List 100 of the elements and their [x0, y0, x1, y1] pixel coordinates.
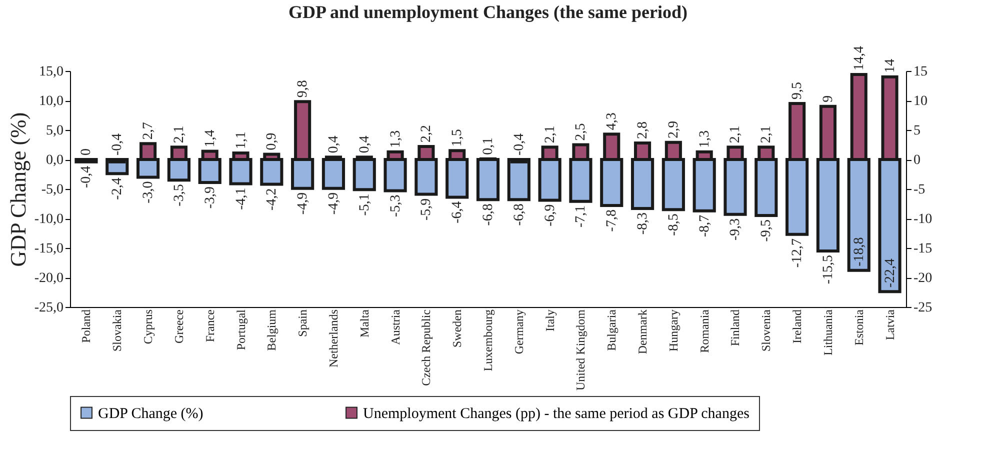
data-label: 0,9 — [264, 132, 280, 150]
chart-title: GDP and unemployment Changes (the same period) — [288, 2, 688, 22]
y2-tick-label: 0 — [914, 153, 920, 168]
data-label: 14,4 — [852, 46, 867, 71]
x-tick-label: Austria — [388, 308, 402, 345]
data-label: -9,5 — [759, 220, 774, 242]
x-tick-label: Finland — [728, 310, 742, 346]
y2-tick-label: -20 — [914, 271, 932, 286]
x-tick-label: Germany — [512, 310, 526, 354]
data-label: -5,3 — [388, 194, 404, 217]
x-tick-label: Poland — [79, 310, 94, 343]
x-tick-label: Latvia — [882, 308, 897, 340]
data-label: -9,3 — [728, 218, 744, 241]
x-tick-label: Belgium — [264, 308, 279, 351]
y-tick-label: -5,0 — [41, 182, 64, 198]
data-label: 0,4 — [357, 136, 372, 154]
x-tick-label: Slovenia — [759, 308, 774, 352]
data-label: 2,1 — [728, 126, 744, 144]
data-label: 2,8 — [636, 121, 651, 139]
data-label: -4,1 — [234, 188, 249, 210]
y2-tick-label: 15 — [914, 64, 928, 80]
data-label: 1,5 — [450, 129, 466, 147]
data-label: 1,3 — [388, 130, 404, 148]
data-label: -5,1 — [357, 194, 372, 216]
data-label: 1,1 — [234, 132, 249, 150]
x-tick-label: Netherlands — [326, 309, 340, 368]
data-label: -6,8 — [512, 204, 527, 226]
data-label: -6,4 — [450, 201, 466, 224]
data-label: -0,4 — [110, 133, 126, 156]
x-tick-label: Lithuania — [820, 308, 835, 356]
data-label: 9,8 — [296, 80, 311, 98]
x-tick-label: Luxembourg — [481, 310, 495, 372]
y2-tick-label: -15 — [914, 242, 932, 256]
data-label: 2,1 — [759, 126, 774, 144]
data-label: 9 — [820, 95, 836, 102]
data-label: -0,4 — [512, 133, 527, 156]
x-tick-label: Portugal — [234, 308, 248, 350]
data-label: -18,8 — [852, 237, 867, 266]
y-tick-label: 0,0 — [46, 153, 64, 168]
data-label: -5,9 — [419, 198, 434, 220]
data-label: 14 — [882, 58, 898, 73]
data-label: 2,9 — [666, 120, 682, 138]
legend-label: Unemployment Changes (pp) - the same period as GDP changes — [363, 406, 750, 422]
x-tick-label: Spain — [296, 310, 310, 337]
y2-tick-label: -5 — [914, 182, 926, 198]
data-label: -8,5 — [666, 214, 682, 236]
data-label: 0,1 — [481, 137, 496, 155]
data-label: -3,9 — [202, 186, 218, 209]
x-tick-label: United Kingdom — [574, 308, 588, 390]
x-tick-label: Denmark — [636, 310, 650, 354]
y-tick-label: -10,0 — [34, 212, 64, 227]
y2-tick-label: -10 — [914, 212, 932, 227]
y-tick-label: -25,0 — [34, 300, 64, 316]
data-label: 0,4 — [326, 136, 342, 154]
data-label: 2,1 — [172, 126, 187, 144]
x-tick-label: Cyprus — [141, 309, 156, 344]
y2-tick-label: 5 — [914, 124, 920, 138]
x-tick-label: Romania — [697, 308, 712, 353]
data-label: 1,3 — [697, 130, 712, 148]
y-axis-title: GDP Change (%) — [5, 112, 30, 267]
data-label: 2,2 — [419, 125, 434, 143]
data-label: 2,7 — [141, 122, 156, 140]
x-tick-label: Greece — [172, 310, 186, 344]
data-label: -3,5 — [172, 184, 187, 206]
y-tick-label: -20,0 — [34, 271, 64, 286]
x-tick-label: Czech Republic — [419, 310, 434, 386]
data-label: -3,0 — [141, 181, 156, 204]
x-tick-label: Hungary — [666, 310, 680, 352]
data-label: -7,8 — [604, 210, 620, 232]
data-label: -4,9 — [326, 192, 342, 215]
y-tick-label: 15,0 — [39, 64, 64, 80]
y2-tick-label: -25 — [914, 300, 932, 316]
x-tick-label: Bulgaria — [604, 308, 619, 351]
data-label: -0,4 — [79, 166, 94, 188]
y-tick-label: -15,0 — [34, 242, 64, 256]
data-label: -7,1 — [574, 205, 589, 228]
data-label: -12,7 — [790, 238, 806, 268]
x-tick-label: Malta — [357, 308, 372, 338]
x-tick-label: Italy — [542, 310, 557, 332]
x-tick-label: France — [202, 310, 217, 342]
x-tick-label: Estonia — [852, 308, 866, 346]
data-label: 2,5 — [574, 123, 589, 141]
legend-label: GDP Change (%) — [98, 406, 204, 422]
data-label: -6,9 — [542, 204, 558, 226]
data-label: -2,4 — [110, 178, 126, 200]
data-label: -15,5 — [820, 254, 836, 284]
data-label: -22,4 — [882, 258, 898, 288]
data-label: -8,3 — [636, 212, 651, 235]
y-tick-label: 10,0 — [39, 94, 64, 109]
data-label: 4,3 — [604, 112, 620, 130]
y2-tick-label: 10 — [914, 94, 928, 109]
x-tick-label: Sweden — [450, 310, 464, 348]
data-label: -8,7 — [697, 214, 712, 237]
data-label: -6,8 — [481, 204, 496, 226]
y-tick-label: 5,0 — [46, 124, 64, 138]
x-tick-label: Slovakia — [110, 308, 124, 352]
x-tick-label: Ireland — [790, 310, 804, 344]
data-label: 2,1 — [542, 126, 558, 144]
data-label: 9,5 — [790, 82, 806, 100]
data-label: 0 — [79, 148, 94, 156]
